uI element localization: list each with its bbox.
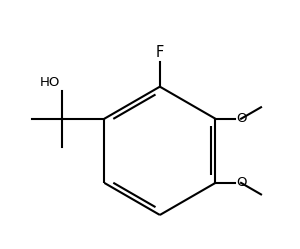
Text: F: F — [156, 45, 164, 60]
Text: O: O — [236, 112, 247, 125]
Text: HO: HO — [40, 76, 60, 89]
Text: O: O — [236, 176, 247, 189]
